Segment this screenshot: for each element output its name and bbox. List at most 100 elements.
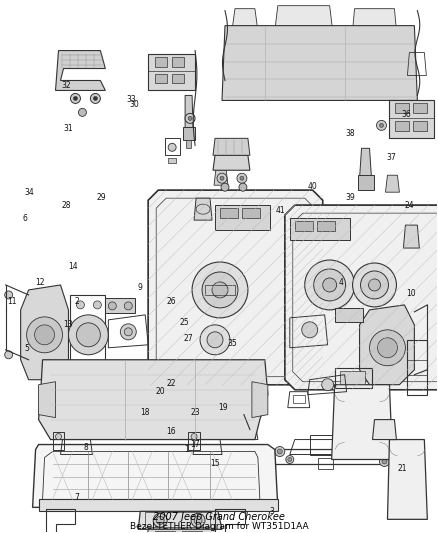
Circle shape [77, 301, 85, 309]
Bar [155, 56, 167, 67]
Polygon shape [403, 225, 419, 248]
Polygon shape [360, 305, 414, 385]
Polygon shape [21, 285, 68, 379]
Circle shape [239, 183, 247, 191]
Circle shape [264, 456, 272, 464]
Bar [290, 218, 350, 240]
Circle shape [68, 315, 108, 355]
Circle shape [207, 332, 223, 348]
Bar [172, 56, 184, 67]
Text: 37: 37 [387, 153, 396, 162]
Polygon shape [372, 419, 396, 440]
Polygon shape [39, 360, 268, 440]
Circle shape [275, 447, 285, 456]
Bar [242, 208, 260, 218]
Text: 32: 32 [61, 81, 71, 90]
Bar [186, 140, 191, 148]
Circle shape [286, 456, 294, 464]
Polygon shape [270, 30, 338, 95]
Bar [220, 208, 238, 218]
Polygon shape [138, 511, 222, 529]
Bar [339, 371, 364, 384]
Text: 13: 13 [64, 320, 73, 329]
Circle shape [212, 282, 228, 298]
Text: 34: 34 [24, 188, 34, 197]
Text: 33: 33 [127, 94, 137, 103]
Circle shape [153, 513, 167, 527]
Polygon shape [39, 499, 278, 511]
Text: 19: 19 [219, 403, 228, 412]
Bar [295, 221, 313, 231]
Circle shape [217, 173, 227, 183]
Text: 6: 6 [22, 214, 27, 223]
Circle shape [93, 361, 101, 369]
Polygon shape [183, 127, 195, 140]
Polygon shape [185, 95, 193, 131]
Circle shape [124, 302, 132, 310]
Circle shape [71, 93, 81, 103]
Text: 28: 28 [61, 201, 71, 210]
Circle shape [241, 472, 245, 477]
Bar [396, 122, 410, 131]
Circle shape [378, 338, 397, 358]
Text: 15: 15 [210, 459, 219, 467]
Polygon shape [388, 440, 427, 519]
Circle shape [277, 449, 283, 454]
Text: 30: 30 [129, 100, 139, 109]
Circle shape [191, 513, 205, 527]
Bar [293, 394, 305, 402]
Circle shape [266, 457, 270, 462]
Circle shape [192, 262, 248, 318]
Text: 5: 5 [25, 344, 29, 353]
Text: 1: 1 [184, 446, 189, 455]
Text: 12: 12 [35, 278, 45, 287]
Bar [53, 432, 64, 449]
Polygon shape [194, 198, 212, 220]
Circle shape [377, 120, 386, 131]
Circle shape [368, 279, 381, 291]
Circle shape [194, 516, 202, 524]
Text: 35: 35 [227, 339, 237, 348]
Bar [168, 158, 176, 163]
Circle shape [353, 263, 396, 307]
Text: 31: 31 [64, 124, 73, 133]
Bar [310, 434, 339, 455]
Bar [215, 205, 270, 230]
Circle shape [74, 96, 78, 100]
Circle shape [156, 516, 164, 524]
Circle shape [185, 114, 195, 123]
Polygon shape [148, 53, 195, 91]
Polygon shape [227, 30, 263, 95]
Bar [155, 531, 175, 533]
Polygon shape [332, 385, 392, 459]
Bar [182, 531, 202, 533]
Polygon shape [222, 26, 417, 100]
Circle shape [323, 278, 337, 292]
Text: 8: 8 [84, 443, 88, 452]
Circle shape [378, 453, 381, 456]
Circle shape [188, 116, 192, 120]
Circle shape [410, 473, 418, 481]
Circle shape [93, 96, 97, 100]
Circle shape [77, 361, 85, 369]
Polygon shape [360, 148, 371, 178]
Polygon shape [389, 100, 434, 139]
Polygon shape [214, 168, 228, 185]
Text: 7: 7 [74, 493, 80, 502]
Text: 16: 16 [166, 427, 176, 436]
Text: 40: 40 [308, 182, 318, 191]
Bar [317, 221, 335, 231]
Text: 23: 23 [190, 408, 200, 417]
Polygon shape [213, 155, 250, 170]
Text: 17: 17 [190, 440, 200, 449]
Polygon shape [56, 51, 106, 91]
Polygon shape [353, 9, 396, 30]
Text: 41: 41 [276, 206, 285, 215]
Circle shape [120, 324, 136, 340]
Bar [145, 512, 210, 527]
Circle shape [35, 325, 54, 345]
Circle shape [243, 449, 253, 459]
Bar [155, 74, 167, 84]
Circle shape [27, 317, 63, 353]
Circle shape [382, 459, 387, 464]
